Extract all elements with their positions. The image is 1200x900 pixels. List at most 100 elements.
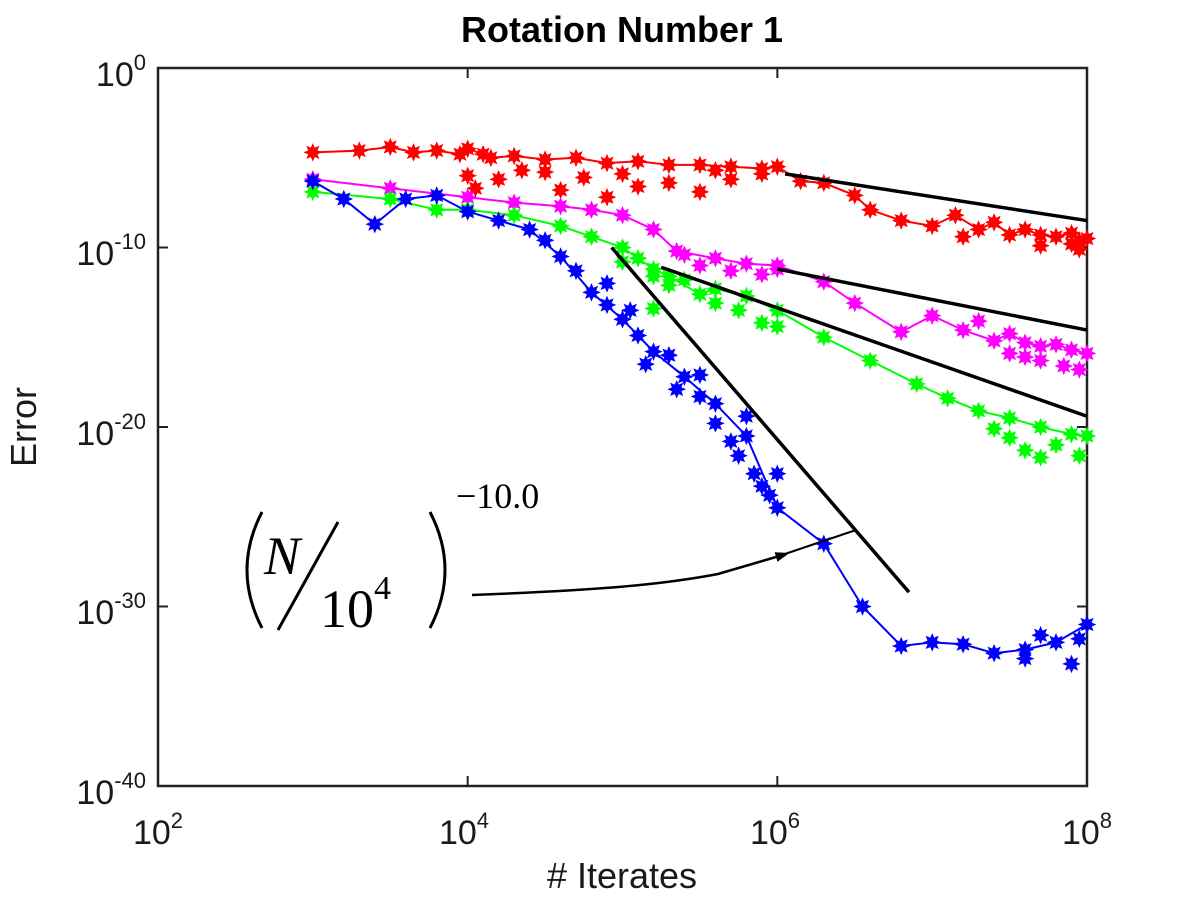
data-point [891, 211, 911, 230]
data-point [984, 213, 1004, 232]
data-point [1031, 625, 1050, 645]
reference-lines [610, 172, 1088, 594]
data-point [334, 189, 354, 209]
data-point [1015, 441, 1035, 460]
data-point [1000, 324, 1019, 343]
data-point [582, 200, 601, 220]
data-point [551, 247, 570, 266]
data-point [969, 311, 988, 331]
data-point [953, 634, 973, 654]
data-point [891, 322, 911, 342]
reference-line-green-slope [660, 265, 1088, 418]
annotation-arrow-tail [775, 529, 857, 558]
data-point [984, 331, 1004, 351]
data-point [706, 249, 725, 268]
data-point [597, 153, 617, 173]
data-point [814, 328, 834, 347]
data-point [760, 485, 779, 505]
data-point [922, 306, 942, 325]
y-tick-label: 100 [96, 50, 146, 94]
data-point [1077, 229, 1097, 248]
data-point [535, 231, 555, 250]
data-point [737, 254, 756, 273]
data-point [504, 205, 524, 225]
data-point [706, 414, 725, 433]
data-point [303, 171, 323, 191]
data-point [659, 345, 679, 365]
data-point [1062, 340, 1081, 360]
data-point [644, 342, 663, 361]
data-point [969, 401, 988, 421]
data-point [744, 464, 764, 483]
chart-title: Rotation Number 1 [461, 9, 783, 50]
data-point [768, 498, 787, 518]
data-point [860, 200, 880, 220]
data-point [675, 367, 694, 386]
data-point [551, 196, 570, 216]
data-point [535, 150, 555, 169]
data-point [427, 200, 446, 220]
data-point [706, 161, 725, 180]
data-point [922, 633, 942, 652]
data-point [597, 295, 617, 315]
data-point [1031, 225, 1050, 245]
data-point [504, 146, 524, 166]
y-axis-label: Error [3, 387, 44, 467]
data-point [1077, 426, 1097, 446]
data-point [365, 214, 385, 234]
data-point [1015, 333, 1035, 352]
data-point [504, 193, 524, 212]
data-point [551, 216, 570, 236]
data-point [644, 220, 663, 239]
left-paren [245, 511, 264, 629]
data-point [1070, 446, 1089, 465]
data-point [675, 245, 694, 264]
data-point [381, 179, 400, 198]
series-magenta [303, 170, 1097, 379]
x-tick-label: 108 [1062, 808, 1112, 852]
data-point [690, 155, 710, 175]
data-point [303, 143, 323, 162]
x-tick-label: 104 [439, 808, 489, 852]
data-point [667, 380, 686, 399]
data-point [350, 141, 369, 160]
x-axis-label: # Iterates [547, 855, 697, 896]
data-point [984, 419, 1004, 439]
data-point [690, 387, 710, 406]
data-point [551, 180, 570, 200]
data-point [946, 205, 965, 225]
data-point [1046, 435, 1066, 455]
data-point [481, 148, 501, 168]
data-point [1062, 424, 1081, 444]
x-tick-label: 106 [750, 808, 800, 852]
data-point [613, 205, 632, 225]
data-point [620, 300, 640, 320]
data-point [396, 189, 415, 209]
data-point [752, 265, 772, 284]
data-point [520, 220, 539, 239]
data-point [582, 283, 601, 302]
data-point [1031, 448, 1050, 467]
data-point [659, 275, 679, 295]
data-point [1077, 615, 1097, 634]
data-point [853, 597, 872, 616]
data-point [597, 187, 617, 207]
data-point [458, 202, 477, 221]
data-point [458, 166, 477, 185]
data-point [1077, 344, 1097, 363]
data-point [1000, 225, 1019, 245]
data-point [659, 155, 679, 175]
data-point [706, 394, 725, 413]
data-point [1031, 417, 1050, 437]
reference-line-magenta-slope [776, 267, 1088, 332]
data-point [613, 164, 632, 184]
data-point [1046, 633, 1066, 652]
data-point [1031, 336, 1050, 356]
data-point [690, 182, 710, 202]
data-point [860, 351, 880, 370]
formula-annotation: N 104 −10.0 [245, 476, 857, 639]
data-point [489, 211, 508, 230]
data-point [953, 227, 973, 246]
data-point [566, 148, 586, 168]
data-point [768, 317, 787, 336]
